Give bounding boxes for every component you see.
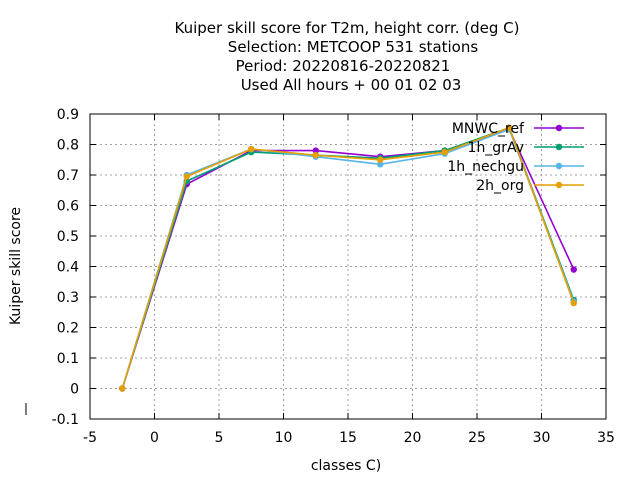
data-point (377, 156, 384, 163)
x-tick-label: 35 (597, 430, 615, 446)
y-tick-label: 0.9 (57, 107, 79, 123)
grid (90, 114, 606, 419)
series-line (121, 126, 575, 389)
x-tick-label: 30 (533, 430, 551, 446)
series-line (121, 128, 575, 389)
legend-swatch-point (555, 124, 563, 132)
data-point (570, 299, 577, 307)
y-tick-label: 0.2 (57, 321, 79, 337)
plot-frame (89, 113, 607, 420)
legend-label-2: 1h_nechgu (447, 159, 524, 175)
series-group (119, 124, 577, 392)
title-line-3: Period: 20220816-20220821 (236, 57, 451, 75)
legend-swatch-point (555, 181, 563, 189)
data-point (441, 148, 448, 156)
y-tick-label: 0.3 (57, 290, 79, 306)
y-tick-label: 0.4 (57, 260, 79, 276)
title-line-4: Used All hours + 00 01 02 03 (241, 76, 462, 94)
title-line-2: Selection: METCOOP 531 stations (228, 38, 479, 56)
data-point (570, 266, 577, 273)
axis-ticks: -5 0 5 10 15 20 25 30 35 -0.1 0 0.1 0.2 0.3 0.4 0.5 0.6 0… (52, 107, 615, 446)
x-tick-label: 0 (150, 430, 159, 446)
data-point (377, 161, 384, 168)
y-tick-label: 0.1 (57, 351, 79, 367)
x-tick-label: -5 (83, 430, 97, 446)
y-tick-label: 0.7 (57, 168, 79, 184)
legend-label-3: 2h_org (476, 178, 524, 194)
y-tick-label: 0.6 (57, 199, 79, 215)
data-point (312, 147, 319, 154)
y-tick-label: 0.8 (57, 138, 79, 154)
legend-swatch-point (555, 143, 563, 151)
legend-swatch-point (555, 162, 563, 170)
data-point (119, 385, 126, 392)
title-line-1: Kuiper skill score for T2m, height corr.… (175, 19, 520, 37)
data-point (183, 173, 190, 180)
legend-label-0: MNWC_ref (452, 121, 525, 137)
y-tick-label: -0.1 (52, 412, 79, 428)
y-tick-label: 0.5 (57, 229, 79, 245)
x-tick-label: 10 (275, 430, 293, 446)
series-3 (119, 124, 577, 392)
data-point (248, 145, 255, 153)
legend: MNWC_ref 1h_grAv 1h_nechgu 2h_org (447, 121, 584, 194)
legend-label-1: 1h_grAv (468, 140, 524, 156)
x-tick-label: 5 (215, 430, 224, 446)
x-tick-label: 20 (404, 430, 422, 446)
y-tick-label: 0 (70, 382, 79, 398)
x-tick-label: 25 (468, 430, 486, 446)
x-axis-label: classes C) (311, 458, 381, 474)
y-axis-label: Kuiper skill score (8, 207, 24, 325)
data-point (312, 151, 319, 159)
x-tick-label: 15 (339, 430, 357, 446)
data-point (506, 124, 513, 131)
chart-title: Kuiper skill score for T2m, height corr.… (175, 19, 520, 94)
